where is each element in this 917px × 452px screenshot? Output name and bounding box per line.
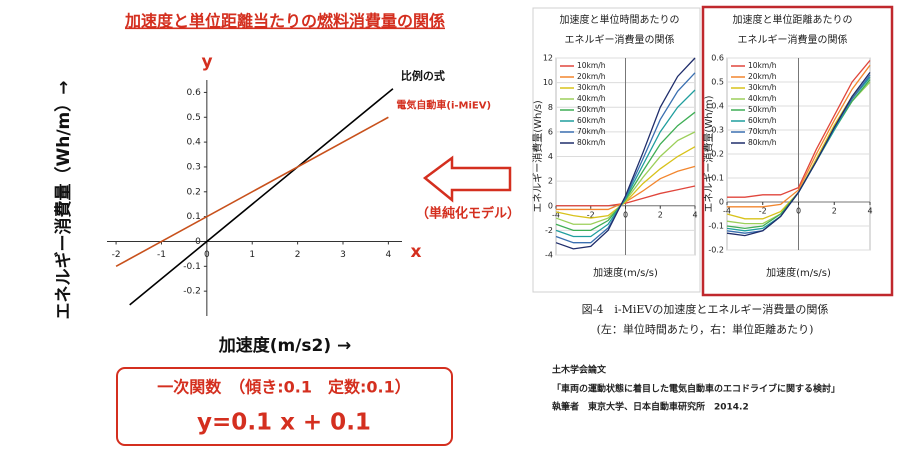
y-tick-label: 0.6: [187, 88, 202, 98]
x-axis-name: x: [411, 242, 422, 262]
x-tick-label: 2: [658, 210, 663, 219]
y-tick-label: 0: [719, 198, 724, 207]
series-line: [727, 59, 871, 198]
legend-label: 80km/h: [577, 138, 606, 147]
y-axis-name: y: [201, 52, 212, 72]
y-tick-label: 0.6: [711, 54, 724, 63]
chart-title: エネルギー消費量の関係: [738, 33, 848, 46]
source: 土木学会論文: [552, 364, 607, 376]
legend-label: 20km/h: [748, 72, 777, 81]
y-tick-label: 0.2: [187, 187, 201, 197]
series-line: [726, 72, 871, 237]
y-tick-label: 0.3: [187, 162, 201, 172]
series-line: [727, 64, 871, 208]
y-axis-title: エネルギー消費量（Wh/m）→: [53, 80, 74, 319]
series-label: 比例の式: [401, 69, 445, 83]
x-tick-label: 2: [295, 250, 301, 260]
x-tick-label: 2: [832, 207, 837, 216]
legend-label: 70km/h: [577, 127, 606, 136]
legend-label: 50km/h: [577, 105, 606, 114]
legend-label: 50km/h: [748, 105, 777, 114]
chart-title: 加速度と単位距離あたりの: [733, 13, 853, 26]
series-line: [555, 146, 696, 219]
y-tick-label: -2: [545, 226, 553, 235]
series-line: [555, 131, 696, 225]
chart-title: エネルギー消費量の関係: [565, 33, 675, 46]
legend-label: 40km/h: [577, 94, 606, 103]
x-tick-label: 0: [796, 207, 801, 216]
y-axis-title: エネルギー消費量(Wh/m): [702, 95, 715, 212]
y-tick-label: 8: [548, 103, 553, 112]
y-tick-label: 0.5: [711, 78, 724, 87]
y-tick-label: 12: [543, 54, 553, 63]
y-tick-label: 0.4: [711, 102, 724, 111]
x-axis-title: 加速度(m/s2) →: [218, 335, 352, 356]
series-line: [555, 57, 696, 250]
y-tick-label: 2: [548, 177, 553, 186]
right-chart-frame: [701, 5, 894, 297]
legend-label: 60km/h: [748, 116, 777, 125]
figure-caption: 図-4 i-MiEVの加速度とエネルギー消費量の関係: [582, 302, 829, 316]
x-axis-title: 加速度(m/s/s): [593, 266, 658, 279]
y-tick-label: -0.2: [708, 246, 724, 255]
x-tick-label: 3: [340, 250, 346, 260]
x-tick-label: 4: [386, 250, 392, 260]
y-tick-label: 0.1: [187, 212, 201, 222]
y-tick-label: 0.1: [711, 174, 724, 183]
legend-label: 30km/h: [577, 83, 606, 92]
y-tick-label: 6: [548, 127, 553, 136]
x-tick-label: 0: [204, 250, 210, 260]
y-tick-label: -0.1: [708, 222, 724, 231]
x-tick-label: -4: [723, 207, 731, 216]
formula-description: 一次関数 （傾き:0.1 定数:0.1）: [157, 378, 411, 397]
series-label: 電気自動車(i-MiEV): [396, 98, 491, 111]
source: 執筆者 東京大学、日本自動車研究所 2014.2: [552, 401, 749, 413]
y-tick-label: 0.2: [711, 150, 724, 159]
main-title: 加速度と単位距離当たりの燃料消費量の関係: [124, 12, 445, 31]
legend-label: 60km/h: [577, 116, 606, 125]
y-tick-label: -0.2: [183, 287, 201, 297]
legend-label: 10km/h: [748, 61, 777, 70]
y-tick-label: -4: [545, 251, 553, 260]
y-tick-label: 10: [543, 78, 553, 87]
arrow: [422, 155, 512, 203]
figure-caption: (左：単位時間あたり，右：単位距離あたり): [597, 322, 814, 336]
formula-box: [116, 367, 453, 446]
x-tick-label: 4: [692, 210, 697, 219]
y-tick-label: 0: [548, 201, 553, 210]
source: 「車両の運動状態に着目した電気自動車のエコドライブに関する検討」: [552, 383, 840, 395]
formula-equation: y=0.1 x + 0.1: [197, 410, 371, 436]
y-tick-label: -0.1: [183, 262, 201, 272]
x-axis-title: 加速度(m/s/s): [766, 266, 831, 279]
chart-title: 加速度と単位時間あたりの: [560, 13, 680, 26]
legend-label: 20km/h: [577, 72, 606, 81]
x-tick-label: 0: [623, 210, 628, 219]
x-tick-label: -2: [112, 250, 121, 260]
y-tick-label: 4: [548, 152, 553, 161]
y-tick-label: 0.5: [187, 113, 201, 123]
series-line: [555, 111, 696, 232]
series-line: [556, 185, 696, 207]
legend-label: 10km/h: [577, 61, 606, 70]
y-tick-label: 0.4: [187, 138, 202, 148]
x-tick-label: 1: [249, 250, 255, 260]
y-axis-title: エネルギー消費量(Wh/s): [531, 100, 544, 213]
x-tick-label: -2: [587, 210, 595, 219]
legend-label: 80km/h: [748, 138, 777, 147]
x-tick-label: -4: [552, 210, 560, 219]
annotation: （単純化モデル）: [416, 206, 520, 222]
series-line: [129, 88, 394, 306]
y-tick-label: 0.3: [711, 126, 724, 135]
x-tick-label: 4: [867, 207, 872, 216]
series-line: [115, 116, 389, 268]
x-tick-label: -1: [157, 250, 166, 260]
legend-label: 70km/h: [748, 127, 777, 136]
x-tick-label: -2: [759, 207, 767, 216]
legend-label: 30km/h: [748, 83, 777, 92]
legend-label: 40km/h: [748, 94, 777, 103]
